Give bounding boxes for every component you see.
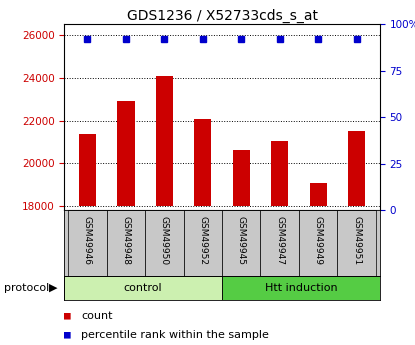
Bar <box>183 210 222 276</box>
Bar <box>79 135 96 206</box>
Title: GDS1236 / X52733cds_s_at: GDS1236 / X52733cds_s_at <box>127 9 317 23</box>
Bar <box>117 101 134 206</box>
Bar <box>194 119 212 206</box>
Bar <box>156 76 173 206</box>
Bar <box>232 150 250 206</box>
Text: GSM49951: GSM49951 <box>352 216 361 265</box>
Text: percentile rank within the sample: percentile rank within the sample <box>81 330 269 339</box>
Bar <box>310 183 327 206</box>
Bar <box>271 141 288 206</box>
Bar <box>222 276 380 300</box>
Text: ■: ■ <box>64 330 71 339</box>
Text: GSM49947: GSM49947 <box>275 216 284 265</box>
Bar <box>68 210 107 276</box>
Bar <box>222 210 261 276</box>
Text: GSM49946: GSM49946 <box>83 216 92 265</box>
Text: GSM49948: GSM49948 <box>121 216 130 265</box>
Text: GSM49949: GSM49949 <box>314 216 323 265</box>
Text: protocol: protocol <box>4 283 49 293</box>
Text: GSM49952: GSM49952 <box>198 216 208 265</box>
Text: control: control <box>124 283 163 293</box>
Text: ▶: ▶ <box>49 283 57 293</box>
Bar <box>64 276 222 300</box>
Text: GSM49945: GSM49945 <box>237 216 246 265</box>
Bar <box>299 210 337 276</box>
Bar <box>145 210 183 276</box>
Bar <box>107 210 145 276</box>
Bar <box>337 210 376 276</box>
Text: Htt induction: Htt induction <box>265 283 337 293</box>
Text: ■: ■ <box>64 311 71 321</box>
Text: GSM49950: GSM49950 <box>160 216 169 265</box>
Text: count: count <box>81 311 112 321</box>
Bar <box>348 131 365 206</box>
Bar <box>261 210 299 276</box>
